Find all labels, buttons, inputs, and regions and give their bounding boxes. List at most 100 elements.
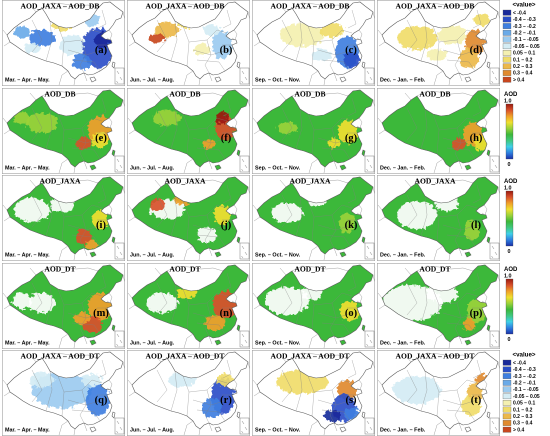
legend-label: -0.4 – -0.3 [513, 367, 536, 373]
south-china-sea-inset [239, 330, 250, 348]
map-canvas: AOD_DT (m) Mar. – Apr. – May. [2, 263, 125, 349]
inset-frame [364, 67, 375, 85]
value-region [344, 52, 360, 68]
map-panel-k: AOD_JAXA (k) Sep. – Oct. – Nov. [252, 175, 375, 261]
map-panel-e: AOD_DB (e) Mar. – Apr. – May. [2, 88, 125, 174]
season-label: Mar. – Apr. – May. [5, 341, 50, 347]
season-label: Dec. – Jan. – Feb. [380, 78, 426, 84]
province-borders [156, 184, 232, 249]
inset-frame [364, 330, 375, 348]
map-canvas: AOD_DT (n) Jun. – Jul. – Aug. [127, 263, 250, 349]
map-canvas: AOD_JAXA – AOD_DB (c) Sep. – Oct. – Nov. [252, 0, 375, 86]
value-regions [14, 112, 112, 149]
difference-legend: <value>< -0.4-0.4 – -0.3-0.3 – -0.2-0.2 … [502, 352, 540, 433]
season-label: Sep. – Oct. – Nov. [255, 253, 301, 259]
map-panel-f: AOD_DB (f) Jun. – Jul. – Aug. [127, 88, 250, 174]
panel-label: (h) [470, 133, 483, 144]
south-china-sea-inset [364, 330, 375, 348]
season-label: Jun. – Jul. – Aug. [130, 166, 175, 172]
inset-islands [241, 333, 248, 347]
value-region [427, 49, 447, 61]
south-china-sea-inset [489, 155, 500, 173]
season-label: Jun. – Jul. – Aug. [130, 341, 175, 347]
inset-frame [364, 417, 375, 435]
province-borders [406, 359, 482, 424]
panel-title: AOD_DT [44, 265, 75, 274]
inset-islands [491, 245, 498, 259]
inset-islands [241, 245, 248, 259]
legend-label: -0.3 – -0.2 [513, 374, 536, 380]
inset-islands [241, 70, 248, 84]
inset-islands [116, 158, 123, 172]
legend-label: -0.1 – -0.05 [513, 37, 539, 43]
south-china-sea-inset [114, 155, 125, 173]
map-panel-i: AOD_JAXA (i) Mar. – Apr. – May. [2, 175, 125, 261]
inset-frame [239, 242, 250, 260]
neighbor-borders [377, 90, 500, 174]
season-label: Dec. – Jan. – Feb. [380, 253, 426, 259]
panel-title: AOD_DB [294, 90, 325, 99]
value-region [149, 33, 165, 43]
south-china-sea-inset [114, 67, 125, 85]
inset-islands [366, 245, 373, 259]
value-region [197, 227, 217, 243]
value-layer [265, 272, 360, 337]
south-china-sea-inset [489, 417, 500, 435]
province-borders [406, 272, 482, 337]
value-layer [393, 359, 488, 424]
inset-frame [114, 330, 125, 348]
value-region [14, 112, 30, 124]
value-regions [30, 372, 110, 416]
panel-title: AOD_JAXA – AOD_DB [396, 2, 475, 11]
map-canvas: AOD_JAXA – AOD_DT (q) Mar. – Apr. – May. [2, 350, 125, 436]
legend-label: 0.2 – 0.3 [513, 64, 533, 70]
value-region [153, 110, 181, 126]
legend-swatch [502, 29, 512, 36]
legend-label: < -0.4 [513, 360, 526, 366]
south-china-sea-inset [239, 242, 250, 260]
south-china-sea-inset [114, 330, 125, 348]
inset-islands [116, 245, 123, 259]
map-panel-b: AOD_JAXA – AOD_DB (b) Jun. – Jul. – Aug. [127, 0, 250, 86]
legend-swatch [502, 420, 512, 426]
value-layer [149, 184, 232, 249]
inset-frame [489, 67, 500, 85]
panel-title: AOD_JAXA – AOD_DB [146, 2, 225, 11]
inset-frame [239, 330, 250, 348]
map-panel-g: AOD_DB (g) Sep. – Oct. – Nov. [252, 88, 375, 174]
panel-title: AOD_JAXA – AOD_DB [21, 2, 100, 11]
season-label: Dec. – Jan. – Feb. [380, 166, 426, 172]
value-region [24, 43, 40, 53]
season-label: Dec. – Jan. – Feb. [380, 428, 426, 434]
legend-swatch [502, 359, 512, 366]
panel-label: (e) [95, 133, 107, 144]
legend-label: -0.1 – -0.05 [513, 387, 539, 393]
province-borders [281, 359, 357, 424]
map-panel-p: AOD_DT (p) Dec. – Jan. – Feb. [377, 263, 500, 349]
season-label: Mar. – Apr. – May. [5, 253, 50, 259]
inset-islands [116, 333, 123, 347]
legend-label: -0.05 – 0.05 [513, 394, 540, 400]
inset-frame [114, 417, 125, 435]
south-china-sea-inset [364, 242, 375, 260]
inset-islands [491, 70, 498, 84]
province-borders [31, 272, 107, 337]
colorbar-title: AOD [504, 92, 518, 98]
south-china-sea-inset [364, 67, 375, 85]
inset-islands [366, 333, 373, 347]
map-canvas: AOD_DB (h) Dec. – Jan. – Feb. [377, 88, 500, 174]
province-borders [31, 184, 107, 249]
legend-swatch [502, 393, 512, 400]
legend-label: -0.2 – -0.1 [513, 381, 536, 387]
inset-frame [114, 242, 125, 260]
province-borders [31, 97, 107, 162]
value-region [76, 229, 92, 245]
map-panel-l: AOD_JAXA (l) Dec. – Jan. – Feb. [377, 175, 500, 261]
inset-frame [364, 155, 375, 173]
neighbor-borders [252, 352, 375, 436]
legend-swatch [502, 426, 512, 433]
neighbor-borders [127, 90, 250, 174]
panel-label: (j) [221, 220, 232, 231]
